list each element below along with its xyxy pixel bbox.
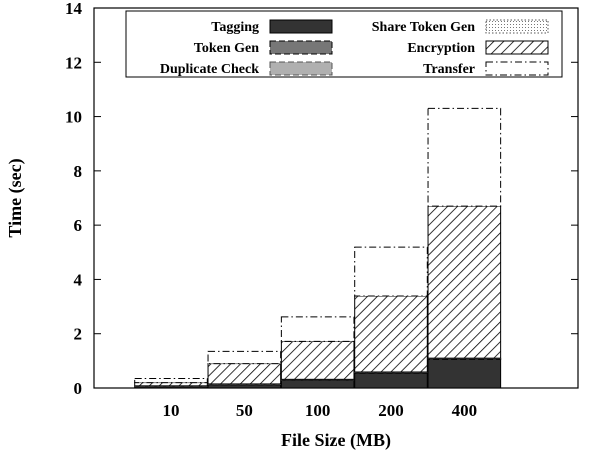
y-tick-label: 10 xyxy=(65,108,82,127)
x-tick-label: 10 xyxy=(163,401,180,420)
legend-swatch xyxy=(485,61,549,76)
x-tick-label: 100 xyxy=(305,401,331,420)
x-axis: 10 50 100 200 400 xyxy=(163,401,478,420)
bar-segment-encryption xyxy=(427,205,502,359)
y-tick-label: 2 xyxy=(74,325,83,344)
bar-segment-tagging xyxy=(427,359,502,389)
y-tick-label: 0 xyxy=(74,379,83,398)
bar-segment-encryption xyxy=(207,363,282,385)
y-tick-label: 8 xyxy=(74,162,83,181)
legend-swatch xyxy=(485,40,549,55)
y-axis: 0 2 4 6 8 10 12 14 xyxy=(65,0,578,398)
x-tick-label: 200 xyxy=(378,401,404,420)
y-tick-label: 6 xyxy=(74,216,83,235)
y-tick-label: 4 xyxy=(74,270,83,289)
bar-segment-encryption xyxy=(354,295,428,373)
bar-segment-tagging xyxy=(354,372,428,389)
x-tick-label: 400 xyxy=(452,401,478,420)
x-axis-label: File Size (MB) xyxy=(281,430,391,451)
bar-segment-transfer xyxy=(207,350,282,365)
legend-label: Tagging xyxy=(211,20,259,35)
legend-label: Duplicate Check xyxy=(160,62,259,77)
legend-label: Transfer xyxy=(423,62,475,77)
bar-segment-transfer xyxy=(427,107,502,207)
bars xyxy=(134,107,502,389)
bar-segment-transfer xyxy=(354,246,428,297)
bar-segment-transfer xyxy=(134,378,208,384)
x-tick-label: 50 xyxy=(236,401,253,420)
legend-label: Token Gen xyxy=(194,41,259,56)
legend-swatch xyxy=(269,19,333,34)
bar-segment-encryption xyxy=(280,340,355,380)
legend-label: Encryption xyxy=(407,41,475,56)
legend-label: Share Token Gen xyxy=(372,20,475,35)
y-tick-label: 14 xyxy=(65,0,83,18)
y-tick-label: 12 xyxy=(65,53,82,72)
legend-swatch xyxy=(269,61,333,76)
legend: Tagging Token Gen Duplicate Check Share Tok… xyxy=(125,10,563,78)
bar-segment-tagging xyxy=(280,379,355,389)
bar-segment-transfer xyxy=(280,316,355,342)
legend-swatch xyxy=(485,19,549,34)
legend-swatch xyxy=(269,40,333,55)
y-axis-label: Time (sec) xyxy=(5,158,26,237)
